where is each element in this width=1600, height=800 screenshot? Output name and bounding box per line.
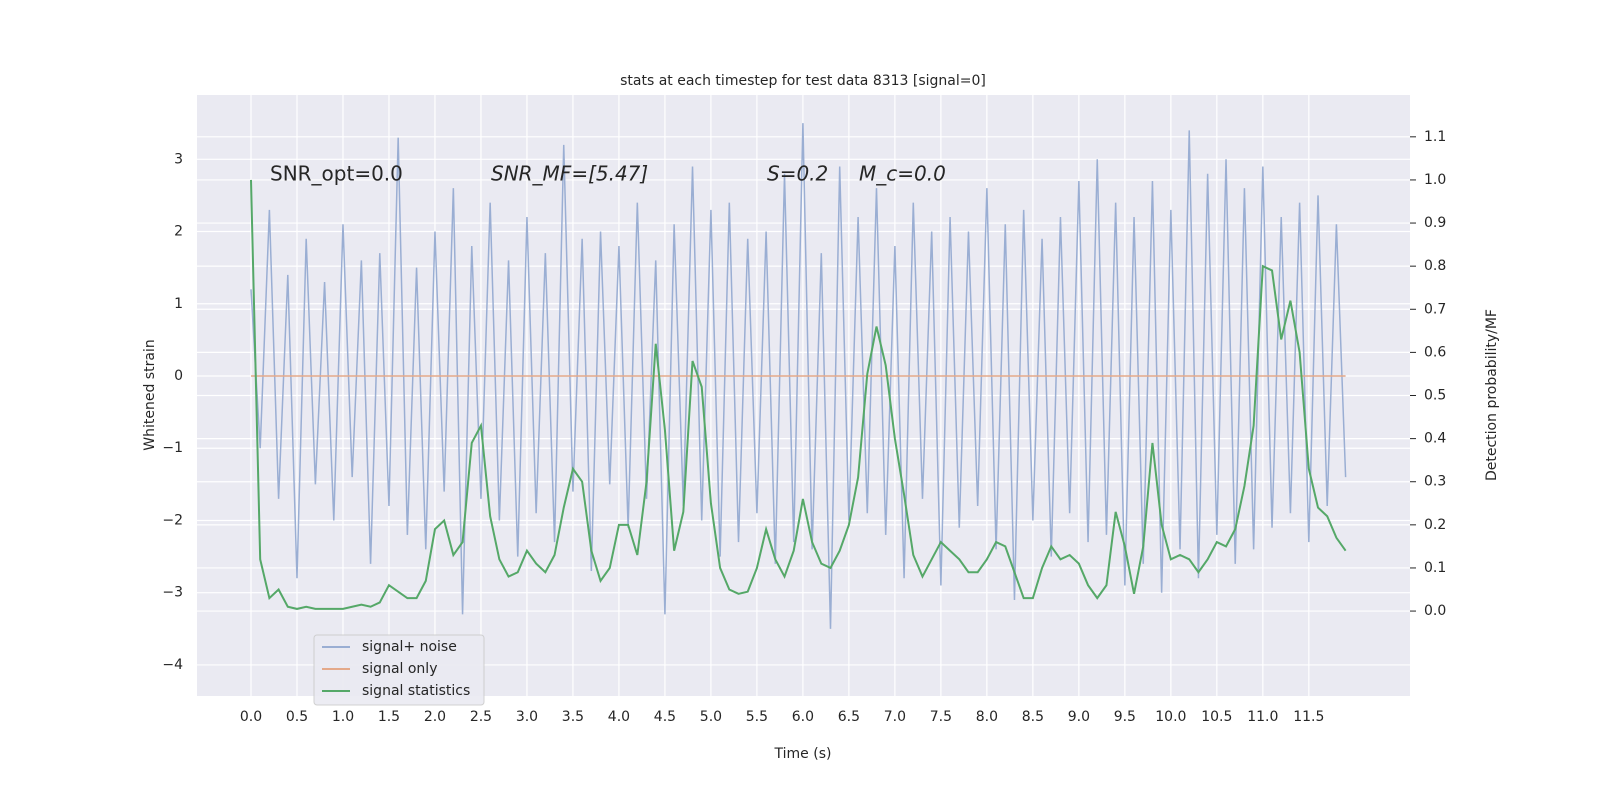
x-tick-label: 11.0 [1247,709,1278,725]
legend-label: signal only [362,661,437,677]
labels: 0.0 0.5 1.0 1.5 2.0 2.5 3.0 3.5 4.0 4.5 5.0 5.5 6.0 6… [162,129,1446,725]
grid [197,95,1410,696]
x-tick-label: 11.5 [1293,709,1324,725]
x-tick-label: 1.5 [378,709,400,725]
y2-tick-label: 0.5 [1424,388,1446,404]
annotation: M_c=0.0 [859,162,946,186]
x-tick-label: 9.5 [1114,709,1136,725]
x-tick-label: 10.5 [1201,709,1232,725]
y-tick-label: −4 [162,657,183,673]
y-tick-label: −3 [162,585,183,601]
y2-tick-label: 1.1 [1424,129,1446,145]
x-tick-label: 9.0 [1068,709,1090,725]
annotation: S=0.2 [767,162,828,186]
y2-tick-label: 0.7 [1424,301,1446,317]
y-tick-label: 0 [174,368,183,384]
x-tick-label: 4.5 [654,709,676,725]
x-tick-label: 5.5 [746,709,768,725]
x-tick-label: 5.0 [700,709,722,725]
x-tick-label: 6.0 [792,709,814,725]
y2-tick-label: 0.1 [1424,560,1446,576]
x-tick-label: 0.0 [240,709,262,725]
x-tick-label: 3.5 [562,709,584,725]
x-tick-label: 2.5 [470,709,492,725]
y2-tick-label: 0.0 [1424,603,1446,619]
x-tick-label: 2.0 [424,709,446,725]
annotation: SNR_opt=0.0 [270,162,403,186]
y-tick-label: −1 [162,440,183,456]
marks [249,123,1347,629]
legend: signal+ noise signal only signal statistic… [313,634,485,706]
x-tick-label: 1.0 [332,709,354,725]
y-tick-label: −2 [162,512,183,528]
y-tick-label: 2 [174,224,183,240]
x-tick-label: 7.0 [884,709,906,725]
x-tick-label: 3.0 [516,709,538,725]
annotation: SNR_MF=[5.47] [491,162,648,186]
x-tick-label: 4.0 [608,709,630,725]
y2-tick-label: 0.6 [1424,344,1446,360]
legend-label: signal+ noise [362,639,457,655]
x-tick-label: 8.0 [976,709,998,725]
y-axis-label: Whitened strain [142,339,158,450]
y2-axis-label: Detection probability/MF [1484,309,1500,481]
x-tick-label: 0.5 [286,709,308,725]
x-tick-label: 8.5 [1022,709,1044,725]
x-tick-label: 6.5 [838,709,860,725]
y-tick-label: 3 [174,151,183,167]
y2-tick-label: 0.2 [1424,517,1446,533]
y2-tick-label: 0.9 [1424,215,1446,231]
y2-tick-label: 0.4 [1424,431,1446,447]
series-line [249,179,1347,610]
legend-label: signal statistics [362,683,470,699]
y2-tick-label: 0.8 [1424,258,1446,274]
x-tick-label: 10.0 [1155,709,1186,725]
x-axis-label: Time (s) [774,746,832,762]
legend-box [313,634,485,706]
y-tick-label: 1 [174,296,183,312]
chart-title: stats at each timestep for test data 831… [620,73,986,89]
y2-tick-label: 0.3 [1424,474,1446,490]
x-tick-label: 7.5 [930,709,952,725]
y2-tick-label: 1.0 [1424,172,1446,188]
